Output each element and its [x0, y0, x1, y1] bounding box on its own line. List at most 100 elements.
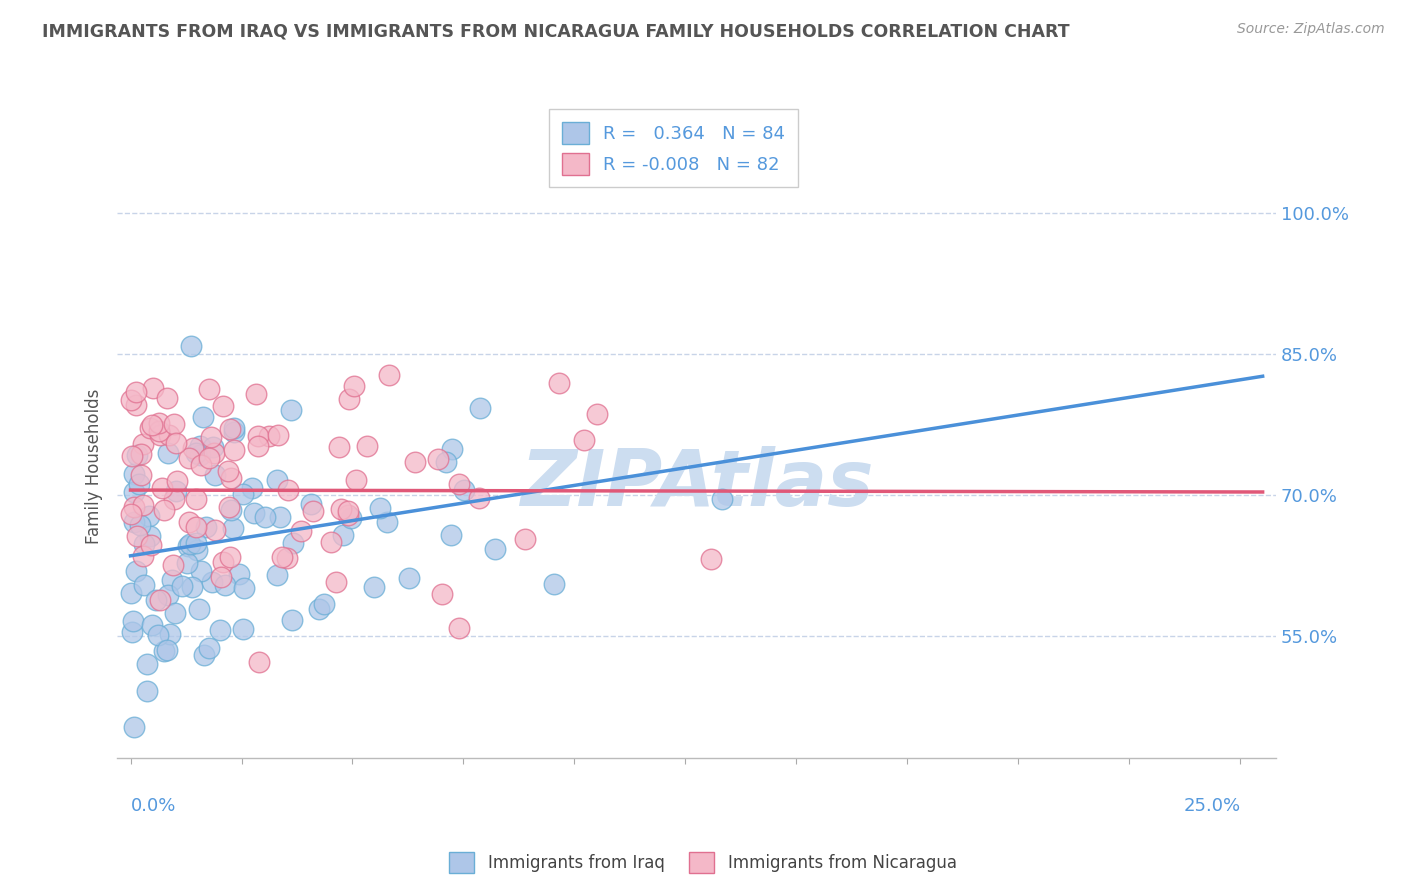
Point — [200, 430, 222, 444]
Point — [330, 501, 353, 516]
Point — [209, 570, 232, 584]
Point — [201, 440, 224, 454]
Point — [543, 576, 565, 591]
Text: IMMIGRANTS FROM IRAQ VS IMMIGRANTS FROM NICARAGUA FAMILY HOUSEHOLDS CORRELATION : IMMIGRANTS FROM IRAQ VS IMMIGRANTS FROM … — [42, 22, 1070, 40]
Point — [138, 509, 160, 524]
Point — [484, 542, 506, 557]
Text: ZIPAtlas: ZIPAtlas — [520, 446, 873, 522]
Point — [191, 410, 214, 425]
Point — [339, 511, 361, 525]
Point — [449, 621, 471, 635]
Point — [430, 587, 453, 601]
Point — [254, 509, 277, 524]
Point — [375, 515, 398, 529]
Point — [176, 556, 198, 570]
Point — [224, 442, 246, 457]
Point — [325, 574, 347, 589]
Point — [204, 523, 226, 537]
Text: 25.0%: 25.0% — [1184, 797, 1240, 814]
Point — [232, 622, 254, 636]
Point — [308, 601, 330, 615]
Point — [219, 422, 242, 436]
Point — [337, 392, 360, 406]
Point — [217, 464, 239, 478]
Point — [336, 508, 359, 523]
Point — [214, 577, 236, 591]
Point — [160, 573, 183, 587]
Point — [228, 566, 250, 581]
Point — [426, 452, 449, 467]
Point — [184, 446, 207, 460]
Point — [125, 399, 148, 413]
Point — [363, 580, 385, 594]
Point — [186, 543, 208, 558]
Text: Source: ZipAtlas.com: Source: ZipAtlas.com — [1237, 22, 1385, 37]
Point — [266, 473, 288, 487]
Point — [328, 440, 350, 454]
Point — [337, 504, 360, 518]
Point — [172, 579, 194, 593]
Point — [145, 592, 167, 607]
Point — [398, 571, 420, 585]
Point — [184, 491, 207, 506]
Point — [572, 433, 595, 447]
Point — [585, 408, 607, 422]
Point — [163, 606, 186, 620]
Point — [125, 385, 148, 400]
Point — [124, 500, 146, 514]
Point — [180, 580, 202, 594]
Point — [188, 448, 211, 462]
Point — [134, 537, 156, 551]
Point — [212, 399, 235, 413]
Point — [198, 451, 221, 466]
Point — [370, 501, 392, 516]
Point — [141, 617, 163, 632]
Point — [165, 484, 187, 499]
Point — [212, 555, 235, 569]
Point — [434, 455, 457, 469]
Point — [124, 467, 146, 482]
Point — [190, 564, 212, 578]
Point — [141, 538, 163, 552]
Point — [148, 424, 170, 438]
Point — [135, 657, 157, 672]
Point — [159, 627, 181, 641]
Point — [153, 502, 176, 516]
Point — [125, 564, 148, 578]
Point — [180, 339, 202, 353]
Point — [165, 436, 187, 450]
Point — [179, 450, 201, 465]
Point — [222, 425, 245, 439]
Point — [247, 439, 270, 453]
Point — [188, 602, 211, 616]
Point — [184, 536, 207, 550]
Point — [148, 628, 170, 642]
Point — [344, 473, 367, 487]
Point — [139, 421, 162, 435]
Point — [177, 539, 200, 553]
Point — [219, 471, 242, 485]
Point — [153, 644, 176, 658]
Point — [281, 536, 304, 550]
Point — [194, 520, 217, 534]
Point — [290, 524, 312, 538]
Point — [157, 588, 180, 602]
Point — [122, 484, 145, 499]
Point — [277, 483, 299, 498]
Point — [162, 558, 184, 572]
Point — [122, 720, 145, 734]
Point — [467, 491, 489, 506]
Point — [129, 517, 152, 532]
Point — [142, 381, 165, 395]
Point — [204, 467, 226, 482]
Point — [121, 450, 143, 464]
Legend: Immigrants from Iraq, Immigrants from Nicaragua: Immigrants from Iraq, Immigrants from Ni… — [443, 846, 963, 880]
Point — [121, 614, 143, 628]
Point — [132, 436, 155, 450]
Point — [120, 586, 142, 600]
Point — [208, 623, 231, 637]
Point — [700, 552, 723, 566]
Point — [404, 455, 426, 469]
Point — [150, 481, 173, 495]
Point — [247, 655, 270, 669]
